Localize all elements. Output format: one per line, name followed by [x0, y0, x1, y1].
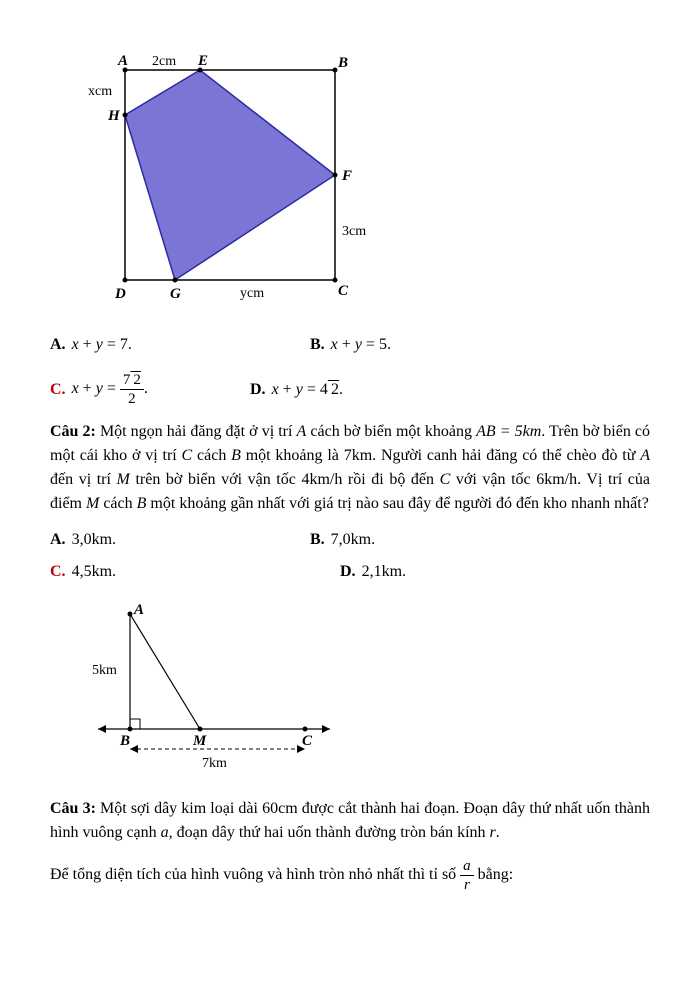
question-3: Câu 3: Một sợi dây kim loại dài 60cm đượ… [50, 797, 650, 845]
q2-option-c: C. 4,5km. [50, 560, 340, 584]
q1-option-a: A. x + y = 7. [50, 333, 310, 357]
svg-text:3cm: 3cm [342, 224, 366, 239]
svg-text:A: A [133, 602, 144, 618]
opt-label-d: D. [250, 378, 266, 402]
q2-options-row1: A. 3,0km. B. 7,0km. [50, 528, 650, 552]
opt-text-d: x + y = 4 2. [272, 378, 343, 402]
question-2: Câu 2: Một ngọn hải đăng đặt ở vị trí A … [50, 420, 650, 516]
svg-text:B: B [337, 55, 348, 71]
q2-options-row2: C. 4,5km. D. 2,1km. [50, 560, 650, 584]
opt-text-a: x + y = 7. [72, 333, 132, 357]
opt-text-c: x + y = 7 2 2 . [72, 371, 148, 408]
svg-text:F: F [341, 168, 352, 184]
svg-text:H: H [107, 108, 121, 124]
svg-text:G: G [170, 286, 181, 302]
svg-text:7km: 7km [202, 756, 227, 771]
svg-text:D: D [114, 286, 126, 302]
figure1-svg: A E B F C G D H 2cm xcm 3cm ycm [80, 50, 370, 310]
q3-label: Câu 3: [50, 800, 96, 817]
question-3-line2: Để tổng diện tích của hình vuông và hình… [50, 857, 650, 894]
svg-text:xcm: xcm [88, 84, 112, 99]
opt-text-b: x + y = 5. [331, 333, 391, 357]
q1-option-c: C. x + y = 7 2 2 . [50, 371, 250, 408]
q1-option-b: B. x + y = 5. [310, 333, 391, 357]
q2-option-b: B. 7,0km. [310, 528, 375, 552]
opt-label-c: C. [50, 378, 66, 402]
q2-option-a: A. 3,0km. [50, 528, 310, 552]
opt-label-b: B. [310, 333, 325, 357]
svg-text:C: C [338, 283, 349, 299]
figure-q2: A B M C 5km 7km [80, 599, 650, 782]
q1-options-row1: A. x + y = 7. B. x + y = 5. [50, 333, 650, 357]
q2-text: Một ngọn hải đăng đặt ở vị trí A cách bờ… [50, 423, 650, 512]
figure2-svg: A B M C 5km 7km [80, 599, 340, 774]
svg-text:ycm: ycm [240, 286, 264, 301]
svg-text:M: M [192, 733, 207, 749]
q2-label: Câu 2: [50, 423, 96, 440]
q1-options-row2: C. x + y = 7 2 2 . D. x + y = 4 2. [50, 371, 650, 408]
svg-text:5km: 5km [92, 663, 117, 678]
figure-q1: A E B F C G D H 2cm xcm 3cm ycm [80, 50, 650, 318]
svg-text:A: A [117, 53, 128, 69]
q1-option-d: D. x + y = 4 2. [250, 371, 343, 408]
q2-option-d: D. 2,1km. [340, 560, 406, 584]
svg-text:E: E [197, 53, 208, 69]
opt-label-a: A. [50, 333, 66, 357]
svg-text:2cm: 2cm [152, 54, 176, 69]
svg-text:C: C [302, 733, 313, 749]
q3-line1: Một sợi dây kim loại dài 60cm được cắt t… [50, 800, 650, 841]
svg-text:B: B [119, 733, 130, 749]
